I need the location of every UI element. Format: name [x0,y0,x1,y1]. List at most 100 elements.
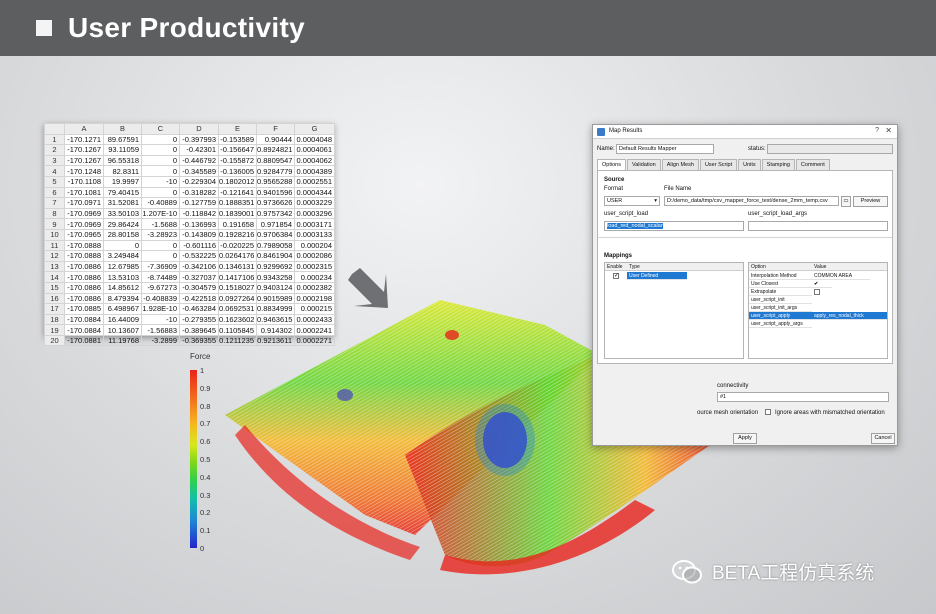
table-cell[interactable]: -0.156647 [218,144,257,156]
table-cell[interactable]: 19.9997 [103,175,142,188]
tab-stamping[interactable]: Stamping [761,159,795,170]
row-header[interactable]: 17 [44,303,65,315]
row-header[interactable]: 15 [44,281,65,294]
table-cell[interactable]: -0.143809 [179,228,219,241]
table-cell[interactable]: 0.1839001 [218,207,257,220]
table-cell[interactable]: 0 [141,133,180,146]
table-cell[interactable]: 0.0002086 [294,250,335,262]
close-icon[interactable]: ✕ [885,126,892,135]
table-cell[interactable]: 0.0004389 [294,165,335,177]
row-header[interactable]: 10 [44,228,65,241]
table-cell[interactable]: 29.86424 [103,218,142,230]
table-cell[interactable]: 0 [141,144,180,156]
table-cell[interactable]: -10 [141,313,180,326]
table-cell[interactable]: -9.67273 [141,281,180,294]
table-cell[interactable]: 1.928E-10 [141,303,180,315]
connectivity-field[interactable]: #1 [717,392,889,402]
column-header[interactable]: F [256,123,295,135]
table-cell[interactable]: 0.9401596 [256,186,295,199]
table-cell[interactable]: -0.408839 [141,292,180,305]
table-cell[interactable]: 0 [141,239,180,252]
name-field[interactable]: Default Results Mapper [616,144,714,154]
table-cell[interactable]: 13.53103 [103,271,142,283]
row-header[interactable]: 16 [44,292,65,305]
extrapolate-checkbox[interactable] [814,289,820,295]
table-cell[interactable]: -0.327037 [179,271,219,283]
table-cell[interactable]: -170.0886 [64,292,104,305]
table-cell[interactable]: 0.0002315 [294,260,335,273]
use-closest-checkbox[interactable]: ✔ [812,280,832,288]
table-cell[interactable]: 0.0002433 [294,313,335,326]
column-header[interactable]: B [103,123,142,135]
table-cell[interactable]: -170.0888 [64,250,104,262]
table-cell[interactable]: -170.1267 [64,154,104,167]
table-cell[interactable]: 0.7989058 [256,239,295,252]
table-cell[interactable]: -170.0886 [64,271,104,283]
table-cell[interactable]: 28.80158 [103,228,142,241]
format-select[interactable]: USER ▾ [604,196,660,206]
table-cell[interactable]: 0 [103,239,142,252]
table-cell[interactable]: 11.19768 [103,334,142,347]
table-cell[interactable]: 14.85612 [103,281,142,294]
row-header[interactable]: 3 [44,154,65,167]
table-cell[interactable]: 0.8924821 [256,144,295,156]
enable-checkbox[interactable]: ✓ [613,273,620,279]
row-header[interactable]: 19 [44,324,65,336]
dialog-titlebar[interactable]: Map Results ? ✕ [593,125,897,139]
table-cell[interactable]: -0.40889 [141,197,180,209]
table-cell[interactable]: -1.56883 [141,324,180,336]
option-value[interactable]: apply_res_nodal_thick [812,312,887,320]
table-cell[interactable]: 0.9706384 [256,228,295,241]
table-cell[interactable]: -1.5688 [141,218,180,230]
column-header[interactable]: E [218,123,257,135]
table-cell[interactable]: -0.369355 [179,334,219,347]
table-cell[interactable]: -3.2899 [141,334,180,347]
tab-align-mesh[interactable]: Align Mesh [661,159,699,170]
table-cell[interactable]: -170.0886 [64,281,104,294]
table-cell[interactable]: -0.279355 [179,313,219,326]
table-cell[interactable]: -170.1271 [64,133,104,146]
row-header[interactable]: 8 [44,207,65,220]
table-cell[interactable]: 0.9284779 [256,165,295,177]
row-header[interactable]: 4 [44,165,65,177]
tab-validation[interactable]: Validation [626,159,661,170]
table-cell[interactable]: -170.0969 [64,218,104,230]
table-cell[interactable]: 0.0004062 [294,154,335,167]
column-header[interactable]: C [141,123,180,135]
table-cell[interactable]: -10 [141,175,180,188]
table-cell[interactable]: 1.207E-10 [141,207,180,220]
table-cell[interactable]: 12.67985 [103,260,142,273]
row-header[interactable]: 2 [44,144,65,156]
table-cell[interactable]: -170.0965 [64,228,104,241]
table-cell[interactable]: 0.1888351 [218,197,257,209]
table-cell[interactable]: -170.0884 [64,324,104,336]
table-cell[interactable]: -170.1267 [64,144,104,156]
column-header[interactable]: D [179,123,219,135]
table-cell[interactable]: 0.0002382 [294,281,335,294]
table-cell[interactable]: -0.127759 [179,197,219,209]
table-cell[interactable]: -170.0971 [64,197,104,209]
table-cell[interactable]: -3.28923 [141,228,180,241]
column-header[interactable]: A [64,123,104,135]
table-cell[interactable]: -0.136993 [179,218,219,230]
row-header[interactable]: 6 [44,186,65,199]
table-cell[interactable]: -0.422518 [179,292,219,305]
table-cell[interactable]: -0.342106 [179,260,219,273]
table-cell[interactable]: 3.249484 [103,250,142,262]
script-load-field[interactable]: load_red_nodal_scalar [604,221,744,231]
table-cell[interactable]: -0.532225 [179,250,219,262]
table-cell[interactable]: -8.74489 [141,271,180,283]
table-cell[interactable]: 0.000204 [294,239,335,252]
help-icon[interactable]: ? [875,127,879,134]
option-value[interactable]: COMMON AREA [812,272,870,280]
table-cell[interactable]: 82.8311 [103,165,142,177]
table-cell[interactable]: 0.1802012 [218,175,257,188]
table-cell[interactable]: 0.1417106 [218,271,257,283]
table-cell[interactable]: -0.389645 [179,324,219,336]
table-cell[interactable]: 0.0002551 [294,175,335,188]
table-cell[interactable]: 0.0003133 [294,228,335,241]
table-cell[interactable]: 0.0264176 [218,250,257,262]
tab-comment[interactable]: Comment [795,159,830,170]
row-header[interactable]: 7 [44,197,65,209]
table-cell[interactable]: 10.13607 [103,324,142,336]
